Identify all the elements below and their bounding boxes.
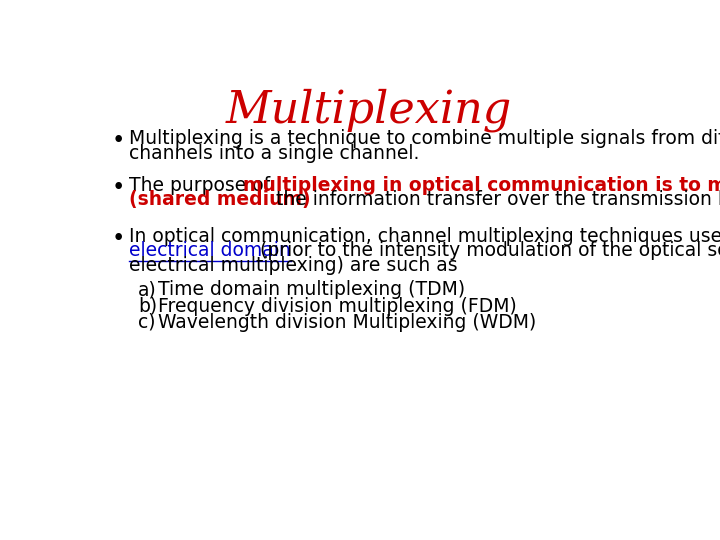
Text: channels into a single channel.: channels into a single channel. — [129, 144, 419, 163]
Text: Time domain multiplexing (TDM): Time domain multiplexing (TDM) — [158, 280, 465, 299]
Text: (shared medium): (shared medium) — [129, 190, 310, 210]
Text: •: • — [112, 130, 125, 152]
Text: a): a) — [138, 280, 157, 299]
Text: Frequency division multiplexing (FDM): Frequency division multiplexing (FDM) — [158, 296, 517, 315]
Text: electrical domain: electrical domain — [129, 241, 290, 260]
Text: electrical multiplexing) are such as: electrical multiplexing) are such as — [129, 256, 457, 275]
Text: b): b) — [138, 296, 157, 315]
Text: Wavelength division Multiplexing (WDM): Wavelength division Multiplexing (WDM) — [158, 313, 536, 332]
Text: multiplexing in optical communication is to maximize: multiplexing in optical communication is… — [243, 176, 720, 195]
Text: (prior to the intensity modulation of the optical source or: (prior to the intensity modulation of th… — [254, 241, 720, 260]
Text: •: • — [112, 226, 125, 249]
Text: •: • — [112, 176, 125, 199]
Text: Multiplexing: Multiplexing — [226, 88, 512, 132]
Text: The purpose of: The purpose of — [129, 176, 276, 195]
Text: In optical communication, channel multiplexing techniques used in the: In optical communication, channel multip… — [129, 226, 720, 246]
Text: the information transfer over the transmission line.: the information transfer over the transm… — [269, 190, 720, 210]
Text: Multiplexing is a technique to combine multiple signals from different: Multiplexing is a technique to combine m… — [129, 130, 720, 148]
Text: c): c) — [138, 313, 156, 332]
